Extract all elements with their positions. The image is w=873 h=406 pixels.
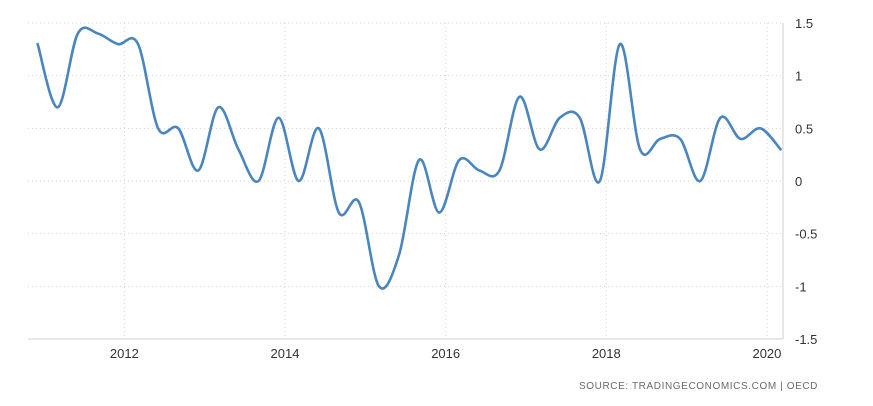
x-tick-label: 2012 <box>110 346 139 361</box>
y-tick-label: 0 <box>795 174 802 189</box>
y-tick-label: -0.5 <box>795 227 817 242</box>
y-tick-label: 0.5 <box>795 121 813 136</box>
y-tick-label: 1.5 <box>795 16 813 31</box>
x-tick-label: 2014 <box>271 346 300 361</box>
y-tick-label: 1 <box>795 69 802 84</box>
x-axis-tick-labels: 2012 2014 2016 2018 2020 <box>110 346 781 361</box>
vertical-gridlines <box>123 23 768 339</box>
horizontal-gridlines <box>28 22 783 340</box>
y-tick-label: -1 <box>795 279 807 294</box>
x-tick-label: 2018 <box>592 346 621 361</box>
series-group <box>36 26 782 290</box>
x-tick-label: 2020 <box>752 346 781 361</box>
y-axis-tick-labels: 1.5 1 0.5 0 -0.5 -1 -1.5 <box>795 16 817 347</box>
y-tick-label: -1.5 <box>795 332 817 347</box>
axes <box>28 23 784 340</box>
series-line <box>36 26 782 290</box>
x-tick-label: 2016 <box>431 346 460 361</box>
source-attribution: SOURCE: TRADINGECONOMICS.COM | OECD <box>579 381 818 392</box>
